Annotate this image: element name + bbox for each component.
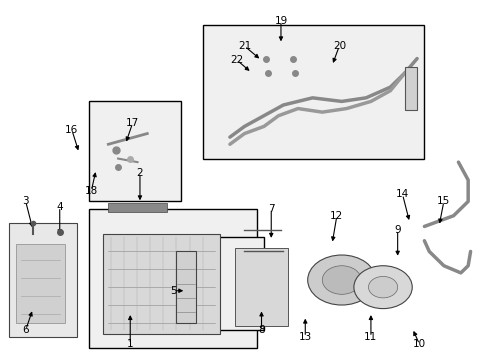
Bar: [16, 244, 64, 323]
Text: 19: 19: [274, 16, 287, 26]
Bar: [404, 67, 416, 111]
Text: 18: 18: [84, 186, 98, 196]
Text: 13: 13: [298, 332, 311, 342]
Text: 22: 22: [230, 55, 244, 65]
Bar: [9, 223, 77, 337]
Text: 21: 21: [237, 41, 251, 51]
Text: 9: 9: [393, 225, 400, 235]
Bar: [89, 102, 181, 202]
Bar: [176, 251, 196, 323]
Bar: [103, 234, 220, 334]
Bar: [89, 208, 256, 348]
Text: 15: 15: [436, 197, 449, 206]
Text: 14: 14: [395, 189, 408, 199]
Circle shape: [368, 276, 397, 298]
Text: 11: 11: [364, 332, 377, 342]
Text: 1: 1: [127, 339, 133, 349]
Text: 12: 12: [329, 211, 343, 221]
Bar: [203, 24, 424, 158]
Circle shape: [322, 266, 361, 294]
Bar: [108, 203, 166, 212]
Bar: [169, 237, 264, 330]
Text: 17: 17: [126, 118, 139, 128]
Text: 8: 8: [258, 325, 264, 335]
Text: 5: 5: [170, 286, 177, 296]
Text: 6: 6: [22, 325, 29, 335]
Circle shape: [307, 255, 375, 305]
Text: 7: 7: [267, 203, 274, 213]
Text: 10: 10: [412, 339, 425, 349]
Text: 20: 20: [332, 41, 345, 51]
Text: 2: 2: [136, 168, 143, 178]
Text: 16: 16: [65, 125, 79, 135]
Text: 4: 4: [56, 202, 63, 212]
Bar: [234, 248, 287, 327]
Circle shape: [353, 266, 411, 309]
Text: 3: 3: [22, 197, 29, 206]
